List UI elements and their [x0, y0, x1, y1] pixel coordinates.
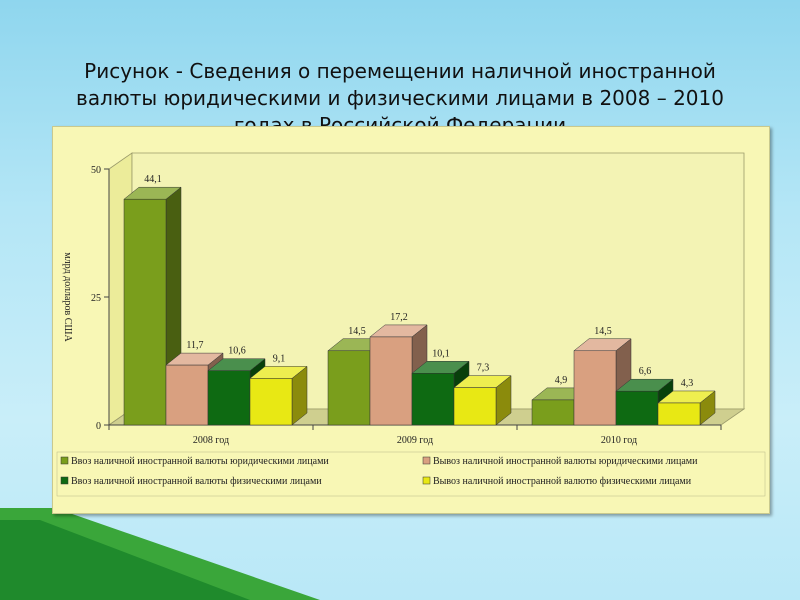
data-label: 10,1 [432, 348, 450, 359]
legend-swatch [422, 456, 431, 465]
bar [411, 373, 455, 426]
bar [123, 198, 167, 426]
legend-label: Вывоз наличной иностранной валютю физиче… [433, 476, 692, 487]
legend-label: Вывоз наличной иностранной валюты юридич… [433, 456, 698, 467]
y-tick-label: 25 [91, 293, 101, 304]
bar [573, 350, 617, 426]
bar [453, 387, 497, 426]
legend-swatch [60, 456, 69, 465]
data-label: 7,3 [477, 363, 490, 374]
green-swoosh-dark [0, 520, 250, 600]
data-label: 11,7 [186, 340, 203, 351]
data-label: 9,1 [273, 353, 286, 364]
y-axis-label: млрд долларов США [62, 252, 73, 342]
data-label: 17,2 [390, 312, 408, 323]
bar-chart: 0 25 50 млрд долларов США 2008 год 2009 год 20… [56, 152, 766, 497]
data-label: 4,3 [681, 378, 694, 389]
data-label: 44,1 [144, 174, 162, 185]
y-tick-label: 0 [96, 421, 101, 432]
x-tick-label: 2009 год [397, 435, 433, 446]
x-tick-label: 2008 год [193, 435, 229, 446]
bar [615, 390, 659, 426]
x-tick-label: 2010 год [601, 435, 637, 446]
legend-label: Ввоз наличной иностранной валюты юридиче… [71, 456, 329, 467]
bar [657, 402, 701, 426]
bar [249, 378, 293, 426]
bar [165, 364, 209, 426]
slide-title: Рисунок - Сведения о перемещении налично… [0, 58, 800, 139]
chart-panel: 0 25 50 млрд долларов США 2008 год 2009 год 20… [52, 126, 770, 514]
legend-swatch [60, 476, 69, 485]
legend-label: Ввоз наличной иностранной валюты физичес… [71, 476, 322, 487]
legend-swatch [422, 476, 431, 485]
bar [207, 370, 251, 426]
title-line-1: Рисунок - Сведения о перемещении налично… [84, 59, 716, 83]
y-tick-label: 50 [91, 165, 101, 176]
title-line-2: валюты юридическими и физическими лицами… [76, 86, 724, 110]
legend-box [56, 451, 766, 497]
data-label: 14,5 [348, 326, 366, 337]
data-label: 14,5 [594, 326, 612, 337]
bar [531, 399, 575, 426]
bar [369, 336, 413, 426]
bar [327, 350, 371, 426]
data-label: 6,6 [639, 366, 652, 377]
data-label: 4,9 [555, 375, 568, 386]
data-label: 10,6 [228, 346, 246, 357]
